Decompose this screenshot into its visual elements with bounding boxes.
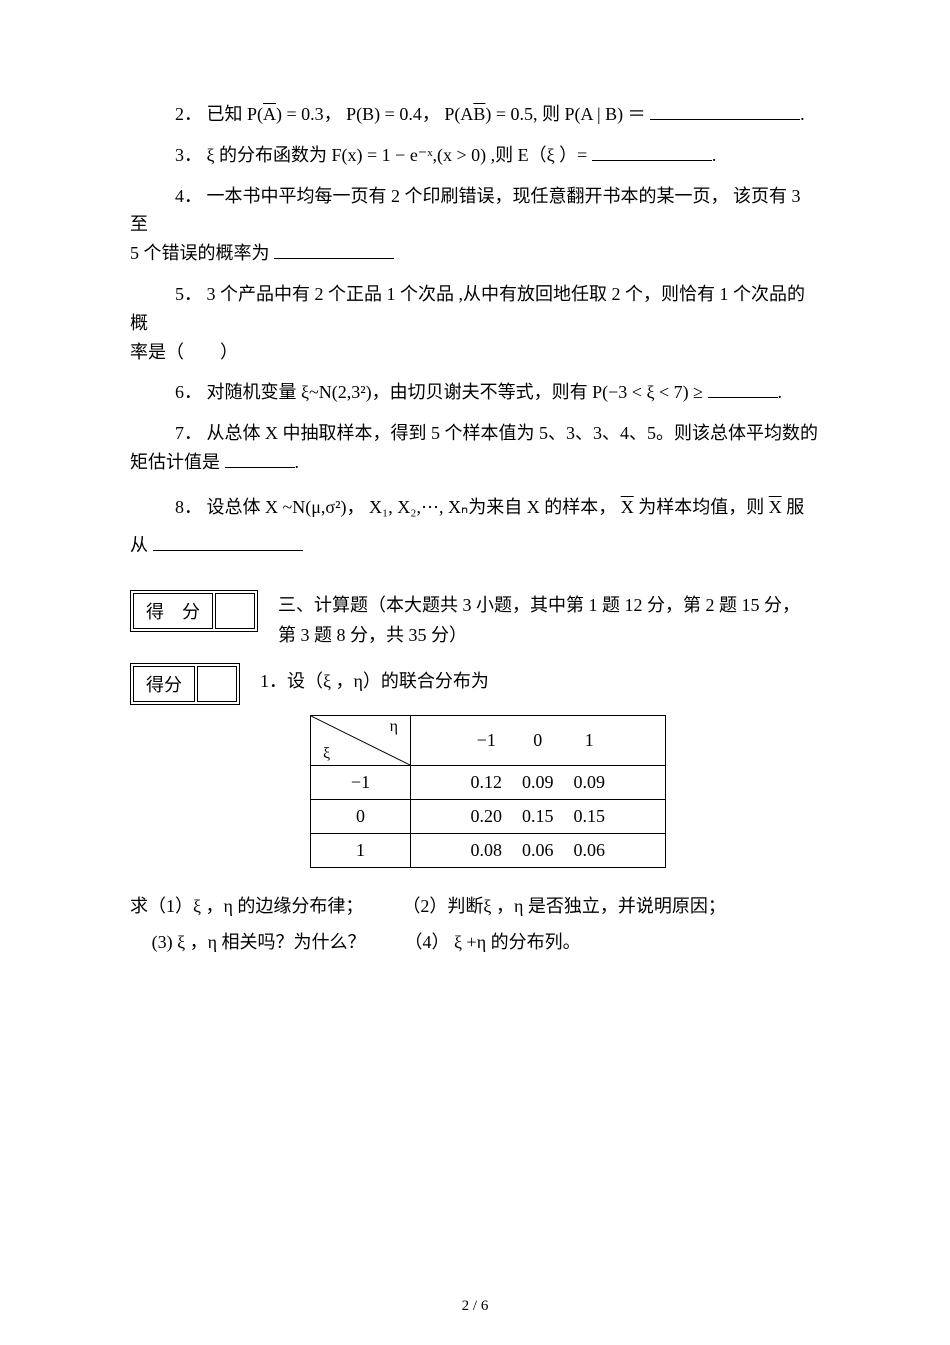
question-4: 4． 一本书中平均每一页有 2 个印刷错误，现任意翻开书本的某一页， 该页有 3… (130, 182, 820, 268)
score-label: 得 分 (133, 593, 213, 629)
sub-questions: 求（1）ξ ，η 的边缘分布律； （2）判断ξ ，η 是否独立，并说明原因； (… (130, 888, 820, 960)
subq-1: 求（1）ξ ，η 的边缘分布律； (130, 896, 363, 916)
row-label-2: 1 (311, 833, 411, 867)
q8-a: 设总体 X ~N(μ,σ²)， X₁, X₂,⋯, Xₙ为来自 X 的样本， (207, 497, 617, 517)
cell-1-1: 0.15 (512, 799, 564, 833)
q7-suffix: . (295, 452, 300, 472)
row-label-0: −1 (311, 765, 411, 799)
score-value (215, 593, 255, 629)
q5-l2: 率是（ ） (130, 342, 238, 362)
q3-suffix: . (712, 145, 717, 165)
question-8: 8． 设总体 X ~N(μ,σ²)， X₁, X₂,⋯, Xₙ为来自 X 的样本… (130, 489, 820, 560)
table-row: −1 0.12 0.09 0.09 (311, 765, 666, 799)
cell-1-0: 0.20 (461, 799, 513, 833)
question-6: 6． 对随机变量 ξ~N(2,3²)，由切贝谢夫不等式，则有 P(−3 < ξ … (130, 378, 820, 407)
q6-blank (708, 380, 778, 398)
subq-3: (3) ξ ，η 相关吗？为什么？ (152, 932, 366, 952)
question-3: 3． ξ 的分布函数为 F(x) = 1 − e⁻ˣ,(x > 0) ,则 E（… (130, 141, 820, 170)
q7-l1: 从总体 X 中抽取样本，得到 5 个样本值为 5、3、3、4、5。则该总体平均数… (207, 423, 819, 443)
q4-blank (274, 241, 394, 259)
joint-distribution-table: η ξ −1 0 1 −1 0.12 0.09 0.09 0 0.20 0.15… (310, 715, 666, 868)
q7-num: 7． (175, 423, 202, 443)
table-row: 1 0.08 0.06 0.06 (311, 833, 666, 867)
cell-2-0: 0.08 (461, 833, 513, 867)
sub-score-label: 得分 (133, 666, 195, 702)
question-7: 7． 从总体 X 中抽取样本，得到 5 个样本值为 5、3、3、4、5。则该总体… (130, 419, 820, 477)
q2-text-c: ) = 0.5, 则 P(A | B) ＝ (485, 104, 645, 124)
col-end (615, 715, 665, 765)
q5-num: 5． (175, 284, 202, 304)
table-row: 0 0.20 0.15 0.15 (311, 799, 666, 833)
q2-suffix: . (800, 104, 805, 124)
q7-blank (225, 450, 295, 468)
subq-2: （2）判断ξ ，η 是否独立，并说明原因； (402, 896, 725, 916)
col-h-0: −1 (461, 715, 513, 765)
row-label-1: 0 (311, 799, 411, 833)
col-h-1: 0 (512, 715, 564, 765)
q6-num: 6． (175, 382, 202, 402)
q2-text-b: ) = 0.3， P(B) = 0.4， P(A (276, 104, 473, 124)
score-box-sub: 得分 (130, 663, 240, 705)
q8-xbar2: X (769, 497, 782, 517)
sub-score-value (197, 666, 237, 702)
q4-l2: 5 个错误的概率为 (130, 243, 270, 263)
page-number: 2 / 6 (462, 1298, 489, 1315)
q5-l1: 3 个产品中有 2 个正品 1 个次品 ,从中有放回地任取 2 个，则恰有 1 … (130, 284, 805, 333)
q3-text: ξ 的分布函数为 F(x) = 1 − e⁻ˣ,(x > 0) ,则 E（ξ ）… (207, 145, 588, 165)
cell-0-0: 0.12 (461, 765, 513, 799)
q3-blank (592, 143, 712, 161)
diag-header: η ξ (311, 715, 411, 765)
eta-label: η (390, 718, 398, 736)
cell-2-1: 0.06 (512, 833, 564, 867)
cell-0-2: 0.09 (564, 765, 616, 799)
subq-4: （4） ξ +η 的分布列。 (405, 932, 581, 952)
q6-text: 对随机变量 ξ~N(2,3²)，由切贝谢夫不等式，则有 P(−3 < ξ < 7… (207, 382, 704, 402)
q2-bbar: B (473, 104, 485, 124)
score-box-main: 得 分 (130, 590, 258, 632)
cell-1-2: 0.15 (564, 799, 616, 833)
q8-num: 8． (175, 497, 202, 517)
section3-title: 三、计算题（本大题共 3 小题，其中第 1 题 12 分，第 2 题 15 分， (278, 595, 800, 615)
q2-text-a: 已知 P( (207, 104, 264, 124)
q7-l2: 矩估计值是 (130, 452, 220, 472)
col-h-2: 1 (564, 715, 616, 765)
q8-blank (153, 533, 303, 551)
section3-q1: 1．设（ξ ，η）的联合分布为 (260, 671, 489, 691)
xi-label: ξ (323, 745, 330, 763)
section-3-header: 得 分 三、计算题（本大题共 3 小题，其中第 1 题 12 分，第 2 题 1… (130, 590, 820, 651)
q8-c: 服 (786, 497, 804, 517)
cell-2-2: 0.06 (564, 833, 616, 867)
section3-title2: 第 3 题 8 分，共 35 分） (278, 625, 467, 645)
q8-xbar1: X (621, 497, 634, 517)
q4-l1: 一本书中平均每一页有 2 个印刷错误，现任意翻开书本的某一页， 该页有 3 至 (130, 186, 801, 235)
question-5: 5． 3 个产品中有 2 个正品 1 个次品 ,从中有放回地任取 2 个，则恰有… (130, 280, 820, 366)
q4-num: 4． (175, 186, 202, 206)
q3-num: 3． (175, 145, 202, 165)
q2-abar: A (263, 104, 276, 124)
section3-q1-row: 得分 1．设（ξ ，η）的联合分布为 (130, 663, 820, 705)
q6-suffix: . (778, 382, 783, 402)
q2-num: 2． (175, 104, 202, 124)
q8-b: 为样本均值，则 (638, 497, 769, 517)
cell-0-1: 0.09 (512, 765, 564, 799)
q8-l2: 从 (130, 535, 148, 555)
question-2: 2． 已知 P(A) = 0.3， P(B) = 0.4， P(AB) = 0.… (130, 100, 820, 129)
q2-blank (650, 102, 800, 120)
col-spacer (411, 715, 461, 765)
